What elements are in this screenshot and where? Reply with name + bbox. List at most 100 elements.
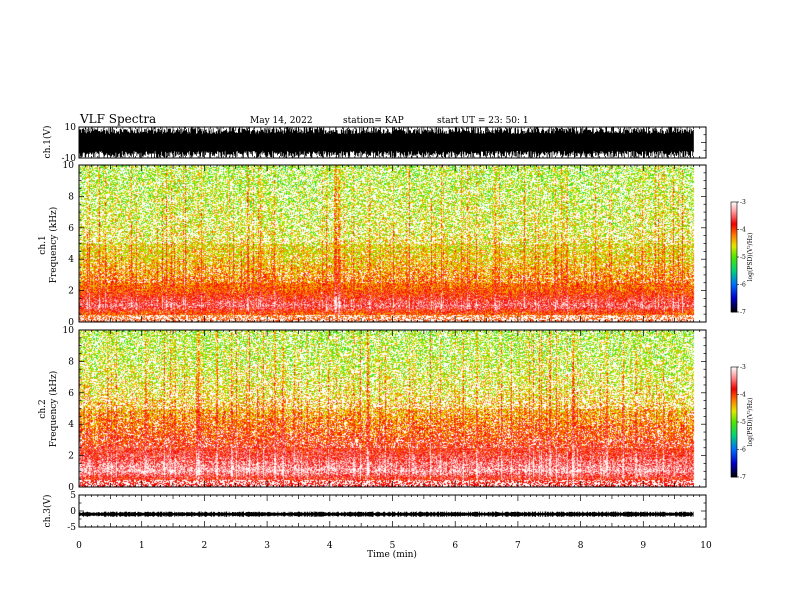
x-tick-label: 0 [76,541,82,551]
x-tick-label: 9 [640,541,646,551]
colorbar-segment [731,444,737,447]
colorbar-segment [731,271,737,274]
colorbar-segment [731,385,737,388]
colorbar-segment [731,262,737,265]
colorbar-tick-label: -3 [740,199,746,206]
colorbar-segment [731,451,737,454]
ch3-waveform-trace [79,511,694,517]
colorbar-segment [731,379,737,383]
colorbar-segment [731,475,737,478]
colorbar-tick-label: -7 [740,309,746,316]
colorbar-segment [731,425,737,428]
ch1-ytick-bottom: -10 [62,154,77,164]
colorbar-segment [731,403,737,406]
ch2-colorbar: -3 -4 -5 -6 -7 log(PSD)(V²/Hz) [730,364,754,481]
ch3-waveform-panel: 5 0 -5 ch.3(V) 0 1 2 3 4 5 6 7 8 9 10 Time (min) [42,491,712,560]
colorbar-segment [731,383,737,386]
x-tick-label: 3 [264,541,270,551]
x-tick-label: 5 [390,541,396,551]
colorbar-segment [731,277,737,280]
colorbar-segment [731,455,737,458]
colorbar-segment [731,429,737,432]
freq-tick-label: 2 [68,452,74,462]
colorbar-segment [731,460,737,463]
colorbar-segment [731,370,737,373]
ch1-channel-label: ch.1 [38,235,48,254]
colorbar-segment [731,255,737,258]
x-tick-label: 2 [202,541,208,551]
colorbar-segment [731,227,737,230]
freq-tick-label: 8 [68,357,74,367]
ch1-spectrogram-panel: 0 2 4 6 8 10 ch.1 Frequency (kHz) [38,161,707,328]
colorbar-segment [731,456,737,460]
x-tick-label: 8 [578,541,584,551]
colorbar-segment [731,260,737,263]
freq-tick-label: 2 [68,287,74,297]
colorbar-segment [731,392,737,395]
colorbar-segment [731,469,737,472]
ch1-spectrogram-image [79,165,706,322]
ch3-waveform-ylabel: ch.3(V) [42,495,53,528]
colorbar-segment [731,269,737,273]
colorbar-segment [731,258,737,262]
colorbar-segment [731,224,737,227]
ch3-ytick-top: 5 [70,491,76,501]
colorbar-segment [731,293,737,296]
colorbar-segment [731,216,737,219]
freq-tick-label: 0 [68,483,74,493]
x-tick-label: 1 [139,541,145,551]
colorbar-segment [731,301,737,304]
ch1-colorbar: -3 -4 -5 -6 -7 log(PSD)(V²/Hz) [730,199,754,316]
colorbar-segment [731,279,737,282]
colorbar-segment [731,416,737,419]
colorbar-segment [731,453,737,456]
colorbar-segment [731,449,737,452]
freq-tick-label: 4 [68,420,74,430]
colorbar-segment [731,247,737,251]
colorbar-segment [731,420,737,423]
colorbar-tick-label: -4 [740,227,746,234]
colorbar-segment [731,422,737,425]
ch2-frequency-label: Frequency (kHz) [48,371,59,448]
colorbar-segment [731,231,737,234]
colorbar-segment [731,398,737,401]
freq-tick-label: 8 [68,192,74,202]
colorbar-segment [731,264,737,267]
colorbar-segment [731,442,737,445]
colorbar-segment [731,295,737,298]
colorbar-segment [731,447,737,450]
colorbar-segment [731,308,737,311]
colorbar-segment [731,427,737,430]
x-tick-label: 4 [327,541,333,551]
x-axis-label: Time (min) [367,549,417,560]
station-label: station= KAP [343,116,404,126]
colorbar-segment [731,407,737,410]
colorbar-tick-label: -5 [740,254,746,261]
colorbar-segment [731,257,737,260]
colorbar-segment [731,423,737,427]
ch3-ytick-mid: 0 [70,507,76,517]
ch2-channel-label: ch.2 [38,399,48,418]
colorbar-segment [731,302,737,306]
colorbar-segment [731,405,737,408]
colorbar-segment [731,286,737,289]
ch3-ytick-bottom: -5 [67,523,76,533]
colorbar-segment [731,396,737,399]
colorbar-tick-label: -4 [740,392,746,399]
colorbar-segment [731,291,737,295]
ch2-spectrogram-panel: 0 2 4 6 8 10 ch.2 Frequency (kHz) [38,326,707,493]
ch1-ytick-top: 10 [65,123,77,133]
date-label: May 14, 2022 [250,116,313,126]
colorbar-segment [731,207,737,210]
ch1-waveform-ylabel: ch.1(V) [42,126,53,159]
colorbar-segment [731,220,737,223]
colorbar-segment [731,458,737,461]
freq-tick-label: 0 [68,318,74,328]
colorbar-segment [731,211,737,214]
colorbar-segment [731,471,737,474]
ch1-waveform-panel: 10 -10 ch.1(V) [42,123,707,164]
colorbar-segment [731,381,737,384]
colorbar-segment [731,240,737,243]
colorbar-segment [731,244,737,247]
